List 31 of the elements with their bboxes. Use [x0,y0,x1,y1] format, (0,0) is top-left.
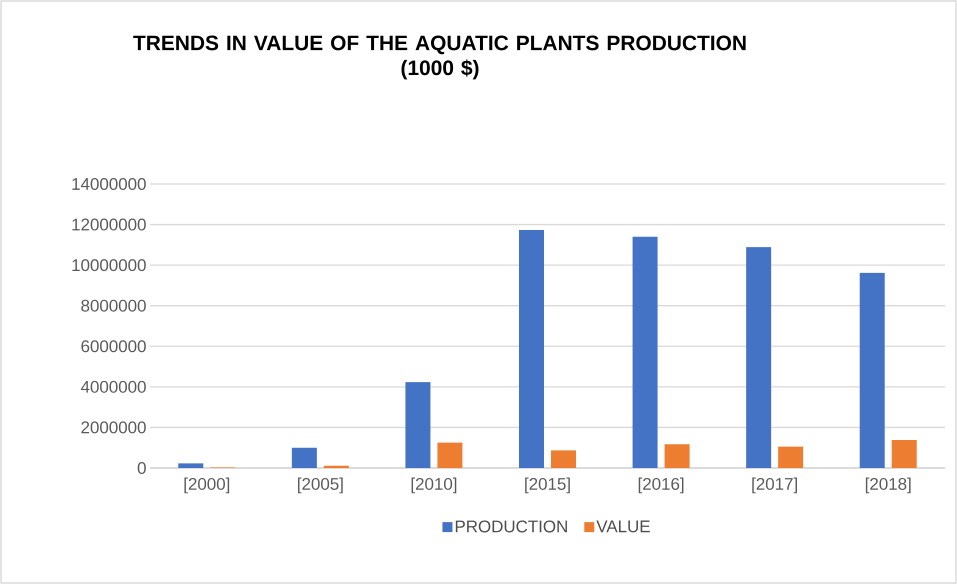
bar [632,236,658,468]
y-tick-label: 6000000 [81,340,146,352]
x-tick-label: [2018] [866,478,911,494]
bar [746,247,772,468]
y-tick-label: 0 [138,462,146,474]
x-tick-label: [2000] [184,478,230,494]
bar [778,446,804,468]
chart-subtitle: (1000 $) [402,59,478,80]
x-tick-label: [2005] [298,478,343,494]
x-tick-label: [2015] [525,478,570,494]
y-tick-label: 12000000 [72,218,146,231]
x-tick-label: [2016] [638,478,684,494]
chart-title: TRENDS IN VALUE OF THE AQUATIC PLANTS PRODUCTION [133,36,746,54]
x-tick-label: [2010] [412,478,456,494]
y-tick-label: 8000000 [81,300,146,312]
bar [292,448,317,468]
y-tick-label: 2000000 [81,421,146,434]
x-tick-label: [2017] [752,478,797,494]
bar [551,450,576,468]
bar [892,440,917,468]
bar [405,382,430,468]
legend-label: VALUE [596,520,650,532]
y-tick-label: 14000000 [72,178,146,190]
legend-label: PRODUCTION [456,520,567,532]
y-tick-label: 4000000 [80,380,146,393]
bar [437,442,462,468]
bar [664,444,690,468]
bar [860,272,885,468]
bar [178,463,204,468]
bar [519,230,544,468]
y-tick-label: 10000000 [72,259,146,272]
